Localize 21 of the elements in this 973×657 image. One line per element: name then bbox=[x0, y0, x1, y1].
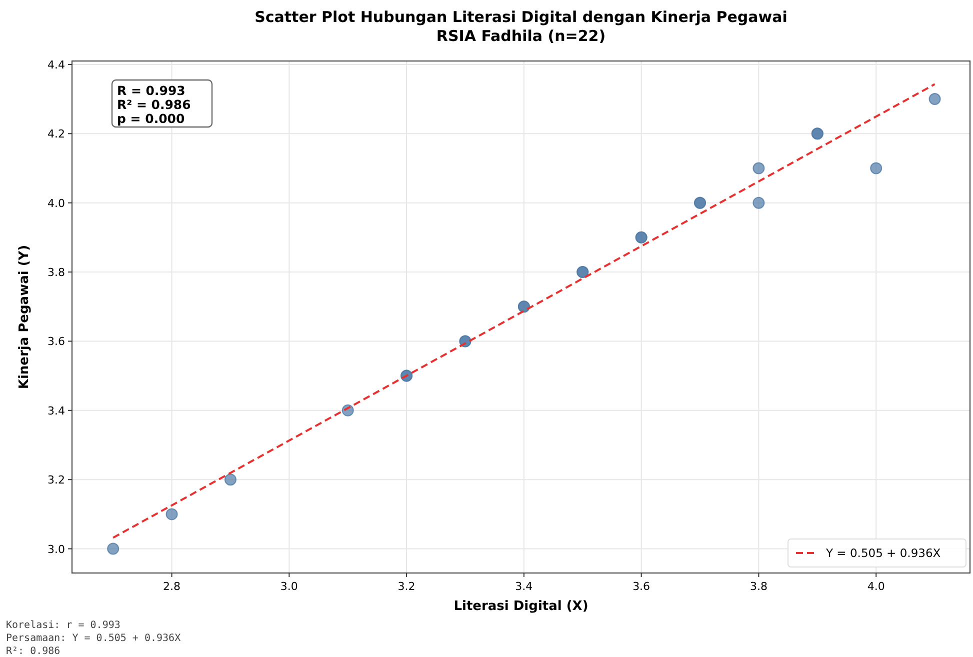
y-tick-label: 4.2 bbox=[48, 128, 65, 141]
x-tick-label: 3.8 bbox=[750, 580, 768, 593]
y-tick-label: 3.8 bbox=[48, 266, 65, 280]
annotation: R = 0.993 R² = 0.986 p = 0.000 bbox=[117, 83, 192, 126]
y-tick-label: 4.4 bbox=[48, 58, 65, 72]
legend-label: Y = 0.505 + 0.936X bbox=[825, 546, 941, 560]
y-axis-title: Kinerja Pegawai (Y) bbox=[17, 244, 32, 390]
chart-title: Scatter Plot Hubungan Literasi Digital dengan Kinerja Pegawai RSIA Fadhila (n=22) bbox=[254, 8, 788, 45]
x-tick-label: 3.4 bbox=[515, 580, 533, 593]
x-tick-label: 3.2 bbox=[398, 580, 416, 593]
y-tick-label: 4.0 bbox=[48, 196, 65, 210]
x-tick-label: 3.6 bbox=[632, 580, 650, 593]
text: Korelasi: r = 0.993 Persamaan: Y = 0.505 + 0.936X R²: 0.986 bbox=[6, 620, 181, 657]
y-tick-label: 3.2 bbox=[48, 474, 65, 487]
x-tick-label: 4.0 bbox=[867, 580, 885, 593]
y-tick-label: 3.6 bbox=[48, 335, 65, 348]
x-tick-label: 2.8 bbox=[163, 580, 181, 593]
y-tick-label: 3.0 bbox=[48, 542, 65, 556]
x-tick-label: 3.0 bbox=[280, 580, 298, 593]
x-axis-title: Literasi Digital (X) bbox=[454, 599, 588, 614]
y-tick-label: 3.4 bbox=[48, 404, 65, 418]
